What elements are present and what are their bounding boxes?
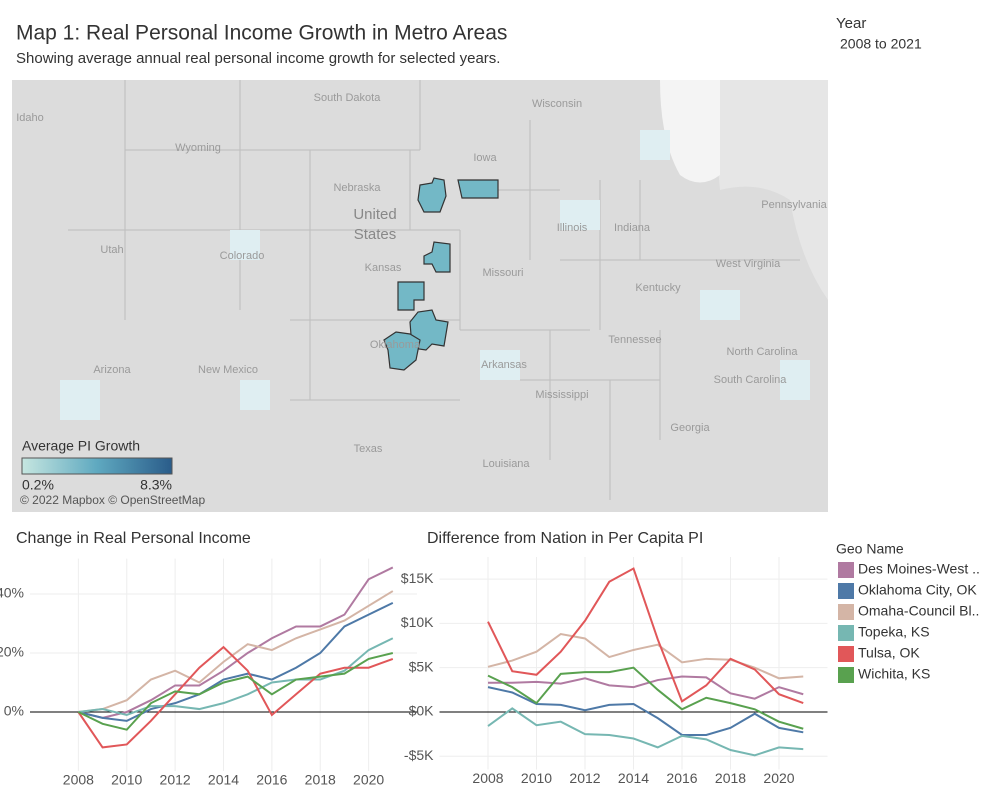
map-label: Oklahoma (370, 339, 421, 351)
filter-value[interactable]: 2008 to 2021 (840, 36, 922, 52)
map-attribution: © 2022 Mapbox © OpenStreetMap (20, 493, 205, 507)
map-label: Pennsylvania (761, 199, 827, 211)
series-line (488, 675, 804, 700)
x-tick-label: 2018 (715, 770, 746, 786)
map-label: West Virginia (716, 258, 781, 270)
highlighted-metros (383, 177, 499, 371)
x-tick-label: 2010 (111, 772, 142, 788)
series-line (487, 632, 804, 680)
state-borders (68, 80, 800, 500)
legend-swatch (838, 667, 854, 683)
map-label: Utah (100, 244, 123, 256)
x-tick-label: 2012 (160, 772, 191, 788)
map-label: Idaho (16, 112, 44, 124)
lake (660, 80, 720, 183)
legend-label[interactable]: Des Moines-West .. (858, 561, 980, 577)
map-legend-title: Average PI Growth (22, 438, 140, 454)
map-label: Iowa (473, 152, 497, 164)
y-tick-label: $5K (409, 658, 435, 674)
map-label: Mississippi (535, 389, 588, 401)
filter-label: Year (836, 15, 866, 32)
legend-title: Geo Name (836, 541, 904, 557)
map-label: Wisconsin (532, 98, 582, 110)
map-label: Georgia (670, 422, 710, 434)
x-tick-label: 2014 (208, 772, 239, 788)
metro-shading (60, 130, 810, 420)
map-label: Louisiana (482, 458, 530, 470)
x-tick-label: 2020 (763, 770, 794, 786)
legend-label[interactable]: Wichita, KS (858, 666, 930, 682)
map-label: Arkansas (481, 359, 527, 371)
x-tick-label: 2012 (569, 770, 600, 786)
map-legend-max: 8.3% (140, 477, 172, 493)
legend-swatch (838, 583, 854, 599)
legend-label[interactable]: Oklahoma City, OK (858, 582, 977, 598)
series-line (78, 566, 394, 719)
title: Map 1: Real Personal Income Growth in Me… (16, 22, 507, 45)
series-line (77, 652, 394, 731)
map-label: Kentucky (635, 282, 681, 294)
chart-title: Difference from Nation in Per Capita PI (427, 530, 703, 547)
legend-swatch (838, 625, 854, 641)
map-label: Texas (354, 443, 383, 455)
legend-swatch (838, 562, 854, 578)
map-label: New Mexico (198, 364, 258, 376)
x-tick-label: 2018 (305, 772, 336, 788)
map-label: North Carolina (727, 346, 799, 358)
map-label: Kansas (365, 262, 402, 274)
x-tick-label: 2008 (472, 770, 503, 786)
map-label: Tennessee (608, 334, 661, 346)
map-label: Wyoming (175, 142, 221, 154)
x-tick-label: 2010 (521, 770, 552, 786)
x-tick-label: 2008 (63, 772, 94, 788)
series-line (487, 707, 804, 757)
y-tick-label: $15K (401, 570, 434, 586)
map[interactable]: South Dakota Wisconsin Idaho Wyoming Neb… (12, 80, 828, 512)
map-label: Indiana (614, 222, 651, 234)
series-line (78, 590, 394, 713)
series-line (487, 567, 804, 705)
x-tick-label: 2016 (256, 772, 287, 788)
y-tick-label: 0% (4, 703, 24, 719)
chart-title: Change in Real Personal Income (16, 530, 251, 547)
series-line (78, 637, 394, 716)
map-label: Illinois (557, 222, 588, 234)
map-legend-min: 0.2% (22, 477, 54, 493)
map-label: United (353, 206, 396, 223)
x-tick-label: 2014 (618, 770, 649, 786)
x-tick-label: 2020 (353, 772, 384, 788)
map-label: South Dakota (314, 92, 382, 104)
legend-label[interactable]: Tulsa, OK (858, 645, 920, 661)
legend-label[interactable]: Topeka, KS (858, 624, 930, 640)
y-tick-label: $10K (401, 614, 434, 630)
x-tick-label: 2016 (666, 770, 697, 786)
y-tick-label: 20% (0, 644, 24, 660)
map-label: Missouri (483, 267, 524, 279)
map-label: Colorado (220, 250, 265, 262)
subtitle: Showing average annual real personal inc… (16, 50, 500, 67)
series-line (487, 686, 804, 736)
legend-swatch (838, 646, 854, 662)
legend-label[interactable]: Omaha-Council Bl.. (858, 603, 979, 619)
map-label: South Carolina (714, 374, 788, 386)
series-line (78, 601, 394, 722)
map-label: Nebraska (333, 182, 381, 194)
map-label: States (354, 226, 397, 243)
legend-swatch (838, 604, 854, 620)
map-label: Arizona (93, 364, 131, 376)
map-legend-gradient (21, 457, 173, 475)
y-tick-label: $0K (409, 703, 435, 719)
series-line (487, 666, 804, 730)
y-tick-label: -$5K (404, 747, 434, 763)
series-line (77, 645, 394, 749)
y-tick-label: 40% (0, 585, 24, 601)
